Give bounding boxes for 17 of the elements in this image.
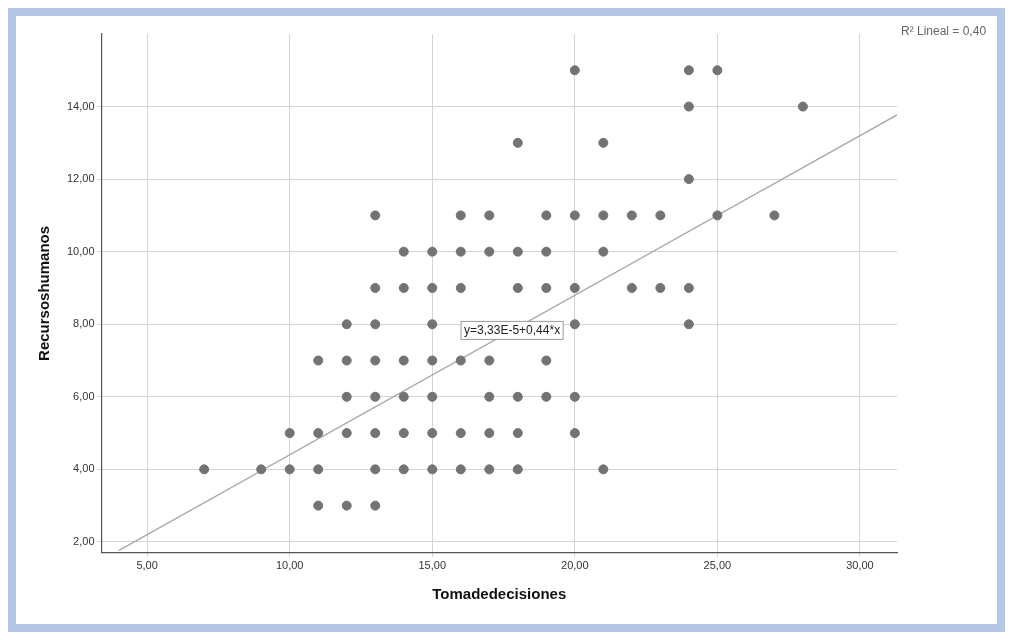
y-tick-label: 10,00 — [67, 244, 95, 257]
annotation: y=3,33E-5+0,44*x — [464, 322, 561, 337]
x-tick-label: 30,00 — [846, 559, 874, 572]
y-tick-label: 2,00 — [73, 534, 95, 547]
x-tick-label: 15,00 — [418, 559, 447, 572]
y-tick-label: 6,00 — [73, 389, 95, 402]
x-tick-label: 25,00 — [703, 559, 732, 572]
y-axis-title: Recursoshumanos — [35, 225, 53, 361]
x-tick-label: 5,00 — [136, 559, 158, 572]
x-axis-title: Tomadedecisiones — [432, 585, 567, 603]
y-tick-label: 12,00 — [67, 172, 95, 185]
y-tick-label: 4,00 — [73, 462, 95, 475]
y-tick-label: 14,00 — [67, 99, 95, 112]
text: R² Lineal = 0,40 — [901, 24, 987, 39]
x-tick-label: 20,00 — [561, 559, 589, 572]
x-tick-label: 10,00 — [275, 559, 304, 572]
y-tick-label: 8,00 — [73, 317, 95, 330]
